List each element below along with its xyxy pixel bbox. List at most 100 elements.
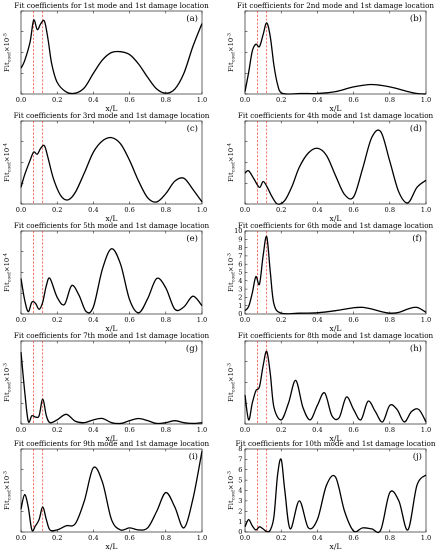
y-tick-label: 0 <box>238 528 242 536</box>
x-axis-label: x/L <box>330 542 342 550</box>
y-label-scale: ×10 <box>227 368 235 382</box>
x-tick-label: 0.0 <box>240 426 251 434</box>
y-label-exponent: -3 <box>226 363 232 368</box>
y-axis-label: Fitcoef×10-3 <box>226 33 236 72</box>
y-axis-label: Fitcoef×10-3 <box>226 363 236 402</box>
y-tick-label: 3 <box>238 285 242 293</box>
y-tick-label: 1 <box>238 302 242 310</box>
x-tick-label: 0.8 <box>385 426 396 434</box>
y-label-scale: ×10 <box>3 148 11 162</box>
subplot-g: Fit coefficients for 7th mode and 1st da… <box>2 331 209 443</box>
y-tick-label: 8 <box>238 445 242 453</box>
y-label-main: Fit <box>3 282 11 292</box>
x-axis-label: x/L <box>106 214 118 223</box>
x-tick-label: 0.8 <box>161 316 172 324</box>
y-tick-label: 2 <box>238 294 242 302</box>
y-axis-label: Fitcoef×10-3 <box>226 253 236 292</box>
x-tick-label: 0.4 <box>312 96 323 104</box>
x-tick-label: 0.6 <box>348 426 359 434</box>
y-label-main: Fit <box>3 62 11 72</box>
y-label-subscript: coef <box>231 489 237 500</box>
subplot-e: Fit coefficients for 5th mode and 1st da… <box>2 221 209 333</box>
x-tick-label: 0.8 <box>385 534 396 542</box>
x-tick-label: 0.6 <box>124 426 135 434</box>
y-label-exponent: -3 <box>226 253 232 258</box>
x-tick-label: 0.6 <box>124 206 135 214</box>
x-axis-label: x/L <box>106 104 118 113</box>
y-label-exponent: -5 <box>2 33 8 38</box>
y-label-main: Fit <box>3 500 11 510</box>
subplot-h: Fit coefficients for 8th mode and 1st da… <box>226 331 433 443</box>
subplot-title: Fit coefficients for 5th mode and 1st da… <box>14 221 210 230</box>
y-axis-label: Fitcoef×10-4 <box>2 253 12 292</box>
y-label-exponent: -3 <box>2 471 8 476</box>
subplot-c: Fit coefficients for 3rd mode and 1st da… <box>2 111 209 223</box>
y-label-subscript: coef <box>231 381 237 392</box>
y-axis-label: Fitcoef×10-4 <box>226 143 236 182</box>
fit-coefficient-curve <box>244 350 427 423</box>
y-label-subscript: coef <box>7 489 13 500</box>
y-tick-label: 3 <box>238 497 242 505</box>
x-tick-label: 0.0 <box>240 206 251 214</box>
x-tick-label: 0.2 <box>276 534 287 542</box>
subplot-j: Fit coefficients for 10th mode and 1st d… <box>226 439 435 550</box>
y-tick-label: 10 <box>234 227 242 235</box>
fit-coefficient-curve <box>244 129 427 205</box>
y-label-main: Fit <box>3 392 11 402</box>
panel-tag: (d) <box>410 123 422 134</box>
y-tick-label: 8 <box>238 244 242 252</box>
fit-coefficient-curve <box>20 136 203 203</box>
y-label-scale: ×10 <box>3 258 11 272</box>
x-axis-label: x/L <box>330 104 342 113</box>
x-tick-label: 1.0 <box>197 96 208 104</box>
y-axis-label: Fitcoef×10-5 <box>2 33 12 72</box>
subplot-title: Fit coefficients for 9th mode and 1st da… <box>14 439 210 448</box>
panel-tag: (b) <box>410 13 422 24</box>
x-tick-label: 0.8 <box>161 426 172 434</box>
x-tick-label: 0.4 <box>88 96 99 104</box>
y-label-scale: ×10 <box>3 476 11 490</box>
y-tick-label: 2 <box>238 507 242 515</box>
y-label-subscript: coef <box>231 51 237 62</box>
y-tick-label: 5 <box>238 476 242 484</box>
subplot-title: Fit coefficients for 3rd mode and 1st da… <box>14 111 210 120</box>
x-tick-label: 0.2 <box>276 96 287 104</box>
x-tick-label: 0.2 <box>52 534 63 542</box>
x-tick-label: 1.0 <box>197 316 208 324</box>
y-label-scale: ×10 <box>227 38 235 52</box>
subplot-title: Fit coefficients for 2nd mode and 1st da… <box>237 1 434 10</box>
x-tick-label: 0.4 <box>312 206 323 214</box>
panel-tag: (e) <box>186 233 198 244</box>
plot-frame <box>20 340 203 425</box>
x-tick-label: 0.0 <box>16 316 27 324</box>
y-label-exponent: -4 <box>2 143 8 148</box>
x-tick-label: 0.4 <box>88 534 99 542</box>
y-label-exponent: -3 <box>2 363 8 368</box>
subplot-i: Fit coefficients for 9th mode and 1st da… <box>2 439 209 550</box>
fit-coefficient-curve <box>20 19 203 95</box>
plot-frame <box>244 230 427 315</box>
y-tick-label: 6 <box>238 260 242 268</box>
subplot-title: Fit coefficients for 10th mode and 1st d… <box>236 439 436 448</box>
x-tick-label: 1.0 <box>421 316 432 324</box>
y-label-subscript: coef <box>7 381 13 392</box>
fit-coefficient-curve <box>244 235 427 315</box>
x-tick-label: 0.4 <box>88 426 99 434</box>
panel-tag: (j) <box>413 451 422 462</box>
y-label-exponent: -3 <box>226 471 232 476</box>
x-tick-label: 0.2 <box>276 316 287 324</box>
panel-tag: (a) <box>186 13 198 24</box>
x-tick-label: 0.2 <box>52 316 63 324</box>
y-label-subscript: coef <box>7 161 13 172</box>
x-tick-label: 0.8 <box>385 206 396 214</box>
y-tick-label: 6 <box>238 466 242 474</box>
x-tick-label: 0.0 <box>16 96 27 104</box>
x-tick-label: 0.6 <box>348 206 359 214</box>
fit-coefficient-curve <box>244 22 427 95</box>
x-tick-label: 0.0 <box>16 534 27 542</box>
x-tick-label: 0.2 <box>276 206 287 214</box>
y-tick-label: 9 <box>238 236 242 244</box>
panel-tag: (f) <box>412 233 422 244</box>
y-tick-label: 5 <box>238 269 242 277</box>
